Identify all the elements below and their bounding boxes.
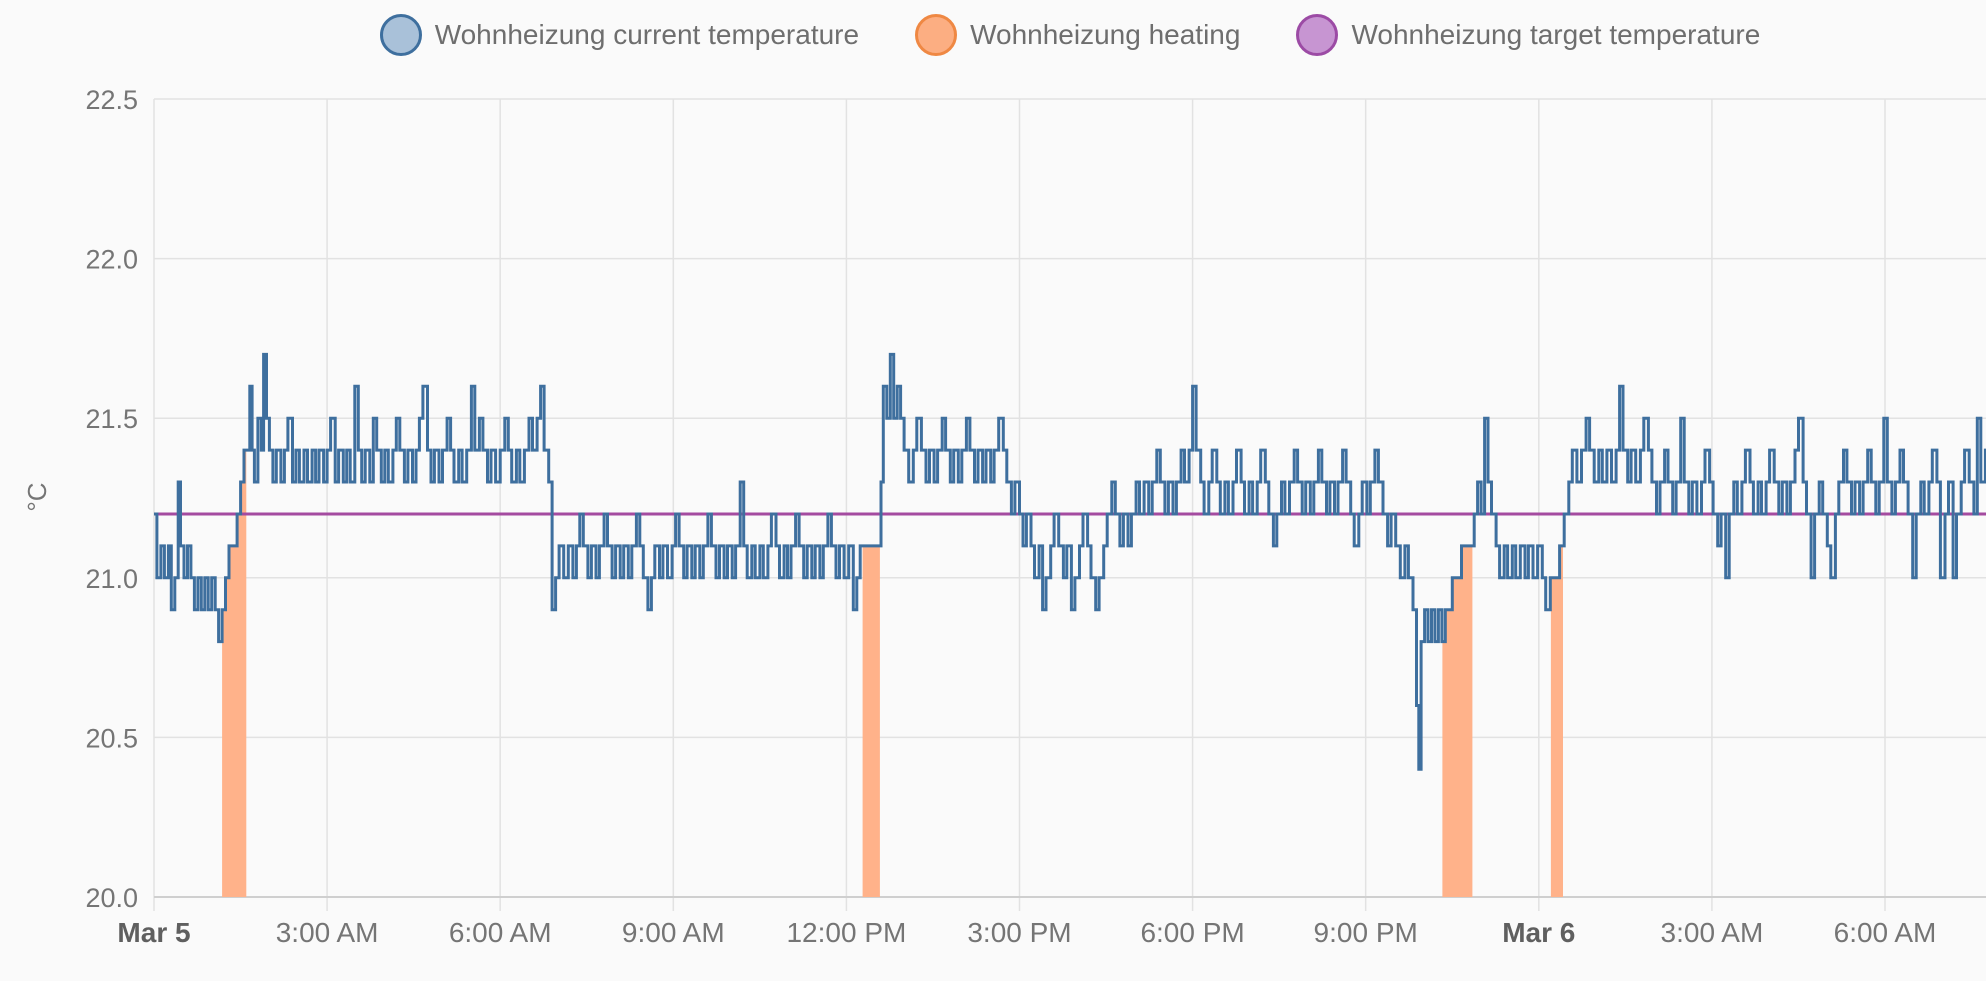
legend-item-heating[interactable]: Wohnheizung heating: [915, 14, 1240, 56]
x-tick-label: 9:00 PM: [1314, 917, 1418, 948]
y-axis-unit-label: °C: [22, 482, 52, 511]
heating-on-area: [1550, 545, 1563, 897]
current-temperature-legend-marker-icon: [379, 14, 422, 56]
x-tick-label: 3:00 PM: [967, 917, 1071, 948]
y-tick-label: 22.5: [85, 85, 138, 115]
legend-item-current-temperature[interactable]: Wohnheizung current temperature: [379, 14, 860, 56]
legend-item-target-temperature[interactable]: Wohnheizung target temperature: [1296, 14, 1760, 56]
x-tick-label: 6:00 PM: [1140, 917, 1244, 948]
heating-on-area: [1442, 545, 1473, 897]
heating-on-area: [862, 545, 880, 897]
legend-label-heating: Wohnheizung heating: [970, 19, 1241, 50]
y-tick-label: 21.5: [85, 404, 138, 434]
x-tick-label: 6:00 AM: [449, 917, 552, 948]
y-tick-label: 20.0: [85, 883, 138, 913]
legend-label-target-temperature: Wohnheizung target temperature: [1351, 19, 1761, 50]
x-tick-label: 12:00 PM: [786, 917, 906, 948]
heating-legend-marker-icon: [915, 14, 958, 56]
x-tick-label: Mar 6: [1502, 917, 1575, 948]
x-tick-label: 6:00 AM: [1834, 917, 1937, 948]
y-tick-label: 20.5: [85, 723, 138, 753]
y-tick-label: 21.0: [85, 564, 138, 594]
y-tick-label: 22.0: [85, 245, 138, 275]
chart-legend: Wohnheizung current temperature Wohnheiz…: [154, 14, 1986, 56]
heating-on-area: [222, 450, 247, 897]
x-tick-label: Mar 5: [117, 917, 190, 948]
legend-label-current-temperature: Wohnheizung current temperature: [434, 19, 860, 50]
x-tick-label: 3:00 AM: [1661, 917, 1764, 948]
current-temperature-line: [154, 352, 1986, 771]
x-tick-label: 3:00 AM: [276, 917, 379, 948]
x-tick-label: 9:00 AM: [622, 917, 725, 948]
target-temperature-legend-marker-icon: [1296, 14, 1339, 56]
